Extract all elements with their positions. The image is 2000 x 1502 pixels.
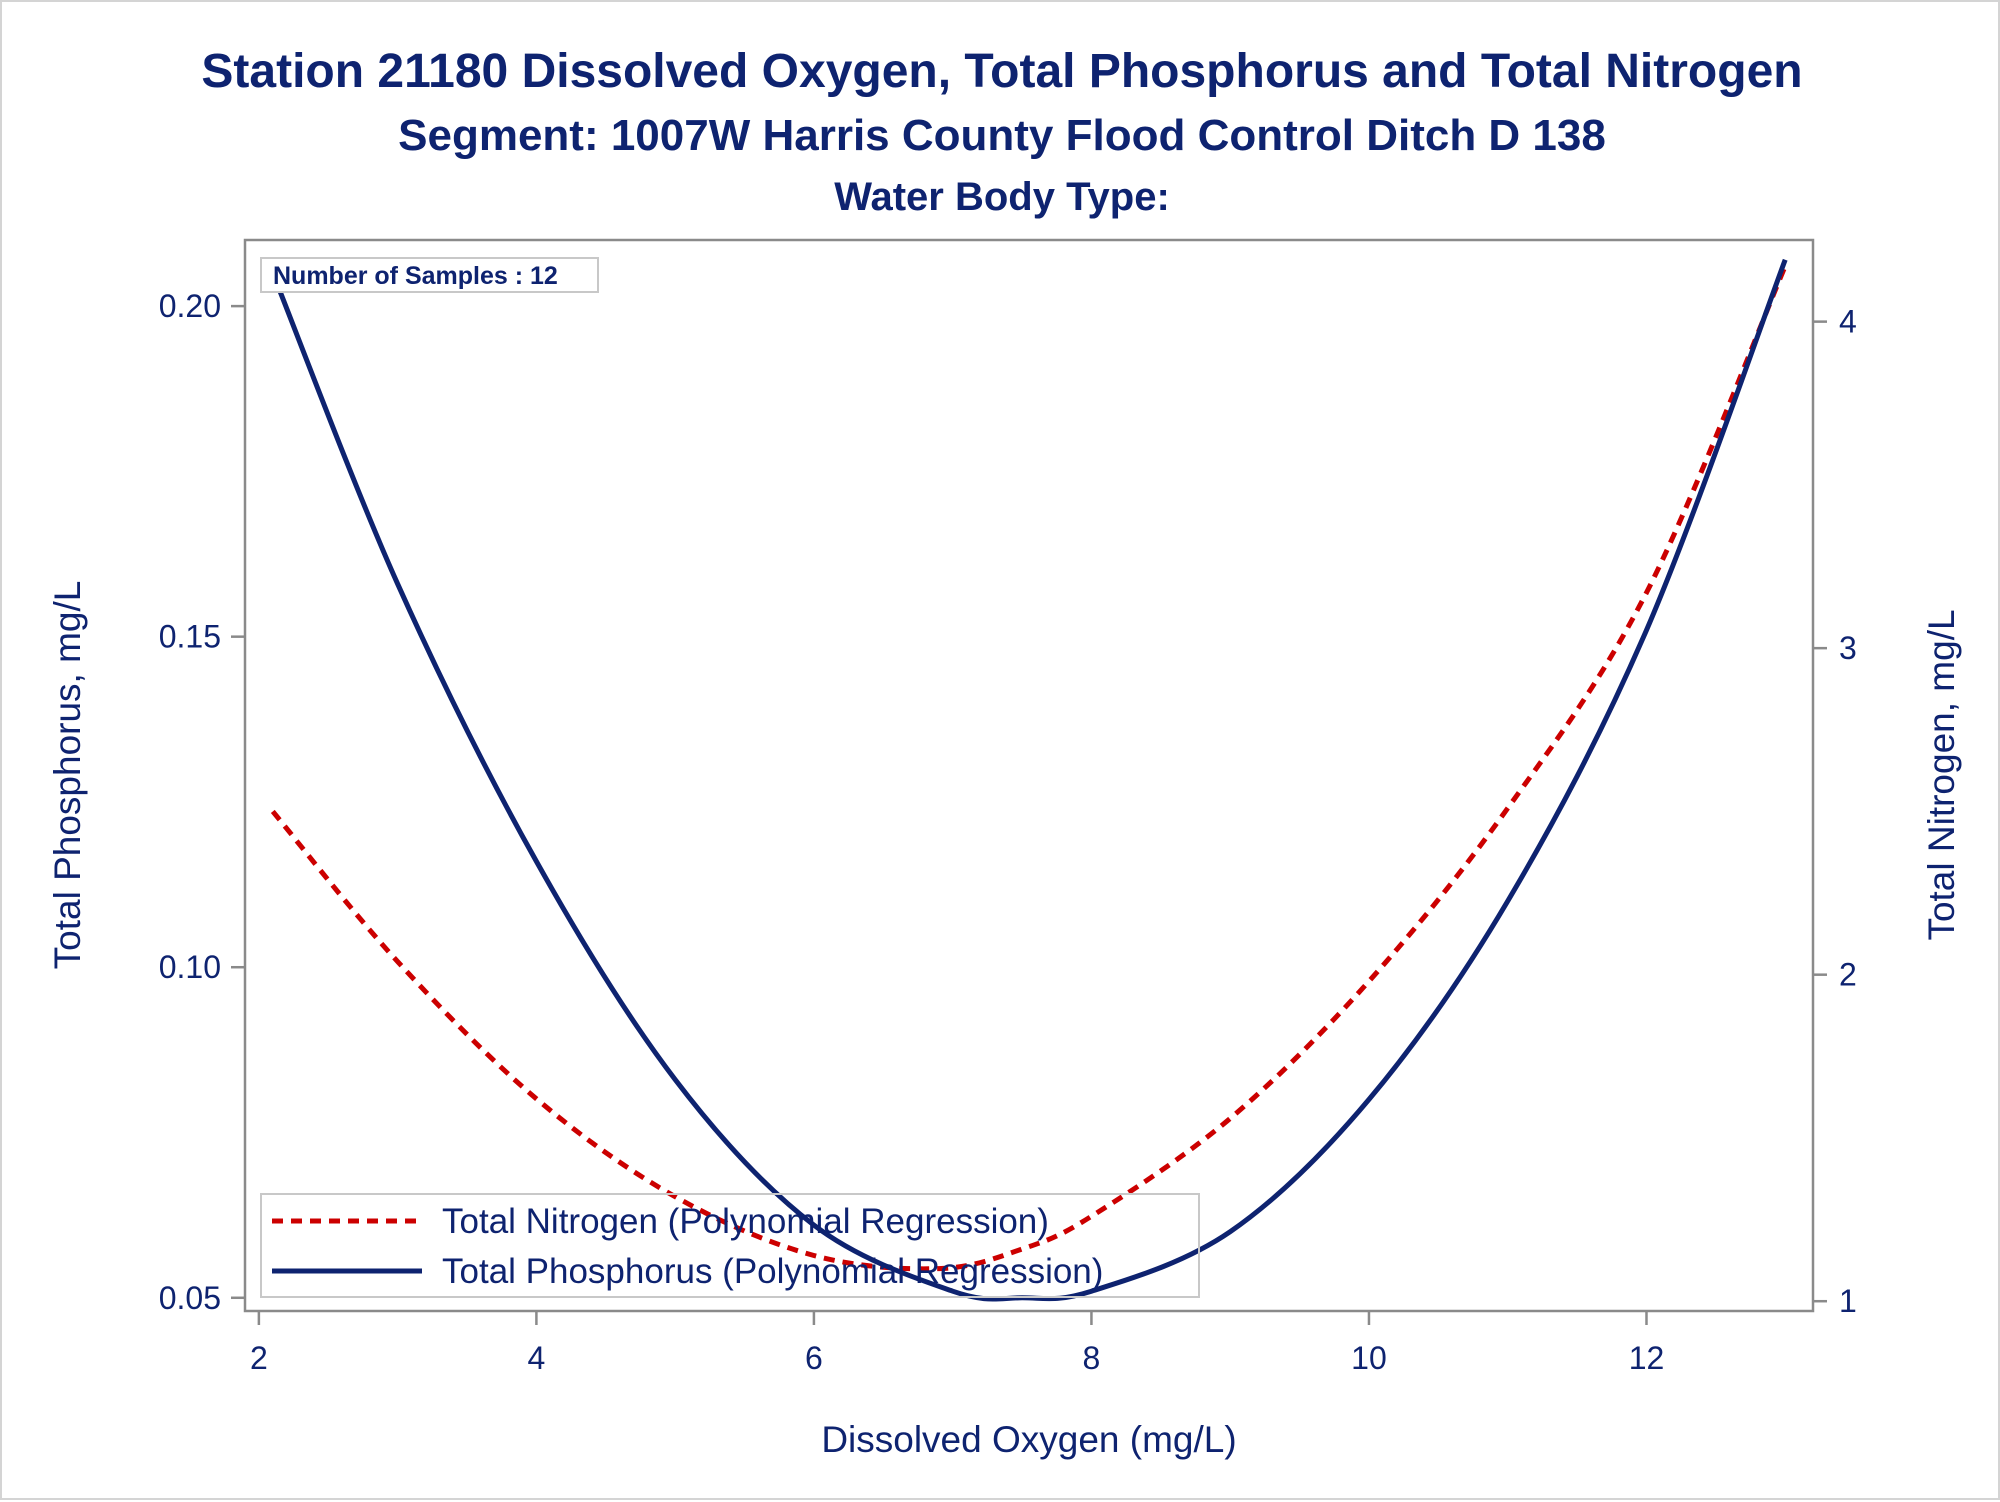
chart-title: Station 21180 Dissolved Oxygen, Total Ph… [201, 45, 1802, 98]
left-y-tick-label: 0.15 [159, 619, 221, 655]
sample-count-box [260, 257, 599, 293]
left-y-axis-ticks: 0.05 0.10 0.15 0.20 [159, 288, 245, 1316]
x-tick-label: 10 [1351, 1340, 1387, 1376]
x-tick-label: 4 [527, 1340, 545, 1376]
legend-label-total-phosphorus: Total Phosphorus (Polynomial Regression) [442, 1252, 1103, 1291]
series-layer [270, 258, 1788, 1302]
left-y-tick-label: 0.20 [159, 288, 221, 324]
legend: Total Nitrogen (Polynomial Regression) T… [260, 1193, 1200, 1298]
plot-area [243, 238, 1815, 1313]
right-y-tick-label: 1 [1839, 1283, 1857, 1319]
left-y-axis-label: Total Phosphorus, mg/L [47, 581, 88, 970]
right-y-tick-label: 2 [1839, 957, 1857, 993]
right-y-axis-label: Total Nitrogen, mg/L [1921, 609, 1962, 940]
x-axis-label: Dissolved Oxygen (mg/L) [821, 1419, 1236, 1460]
series-line-total-phosphorus [270, 258, 1788, 1302]
x-axis-ticks: 2 4 6 8 10 12 [250, 1311, 1664, 1376]
sample-count-label: Number of Samples : 12 [273, 262, 558, 290]
legend-box [260, 1193, 1200, 1298]
legend-label-total-nitrogen: Total Nitrogen (Polynomial Regression) [442, 1202, 1049, 1241]
x-tick-label: 2 [250, 1340, 268, 1376]
right-y-tick-label: 4 [1839, 304, 1857, 340]
right-y-axis-ticks: 1 2 3 4 [1813, 304, 1857, 1319]
x-tick-label: 12 [1629, 1340, 1665, 1376]
left-y-tick-label: 0.05 [159, 1280, 221, 1316]
right-y-tick-label: 3 [1839, 630, 1857, 666]
left-y-tick-label: 0.10 [159, 949, 221, 985]
chart-subtitle-water-body: Water Body Type: [834, 175, 1170, 219]
x-tick-label: 6 [805, 1340, 823, 1376]
x-tick-label: 8 [1083, 1340, 1101, 1376]
chart-subtitle: Segment: 1007W Harris County Flood Contr… [398, 111, 1606, 160]
series-line-total-nitrogen [270, 265, 1788, 1272]
